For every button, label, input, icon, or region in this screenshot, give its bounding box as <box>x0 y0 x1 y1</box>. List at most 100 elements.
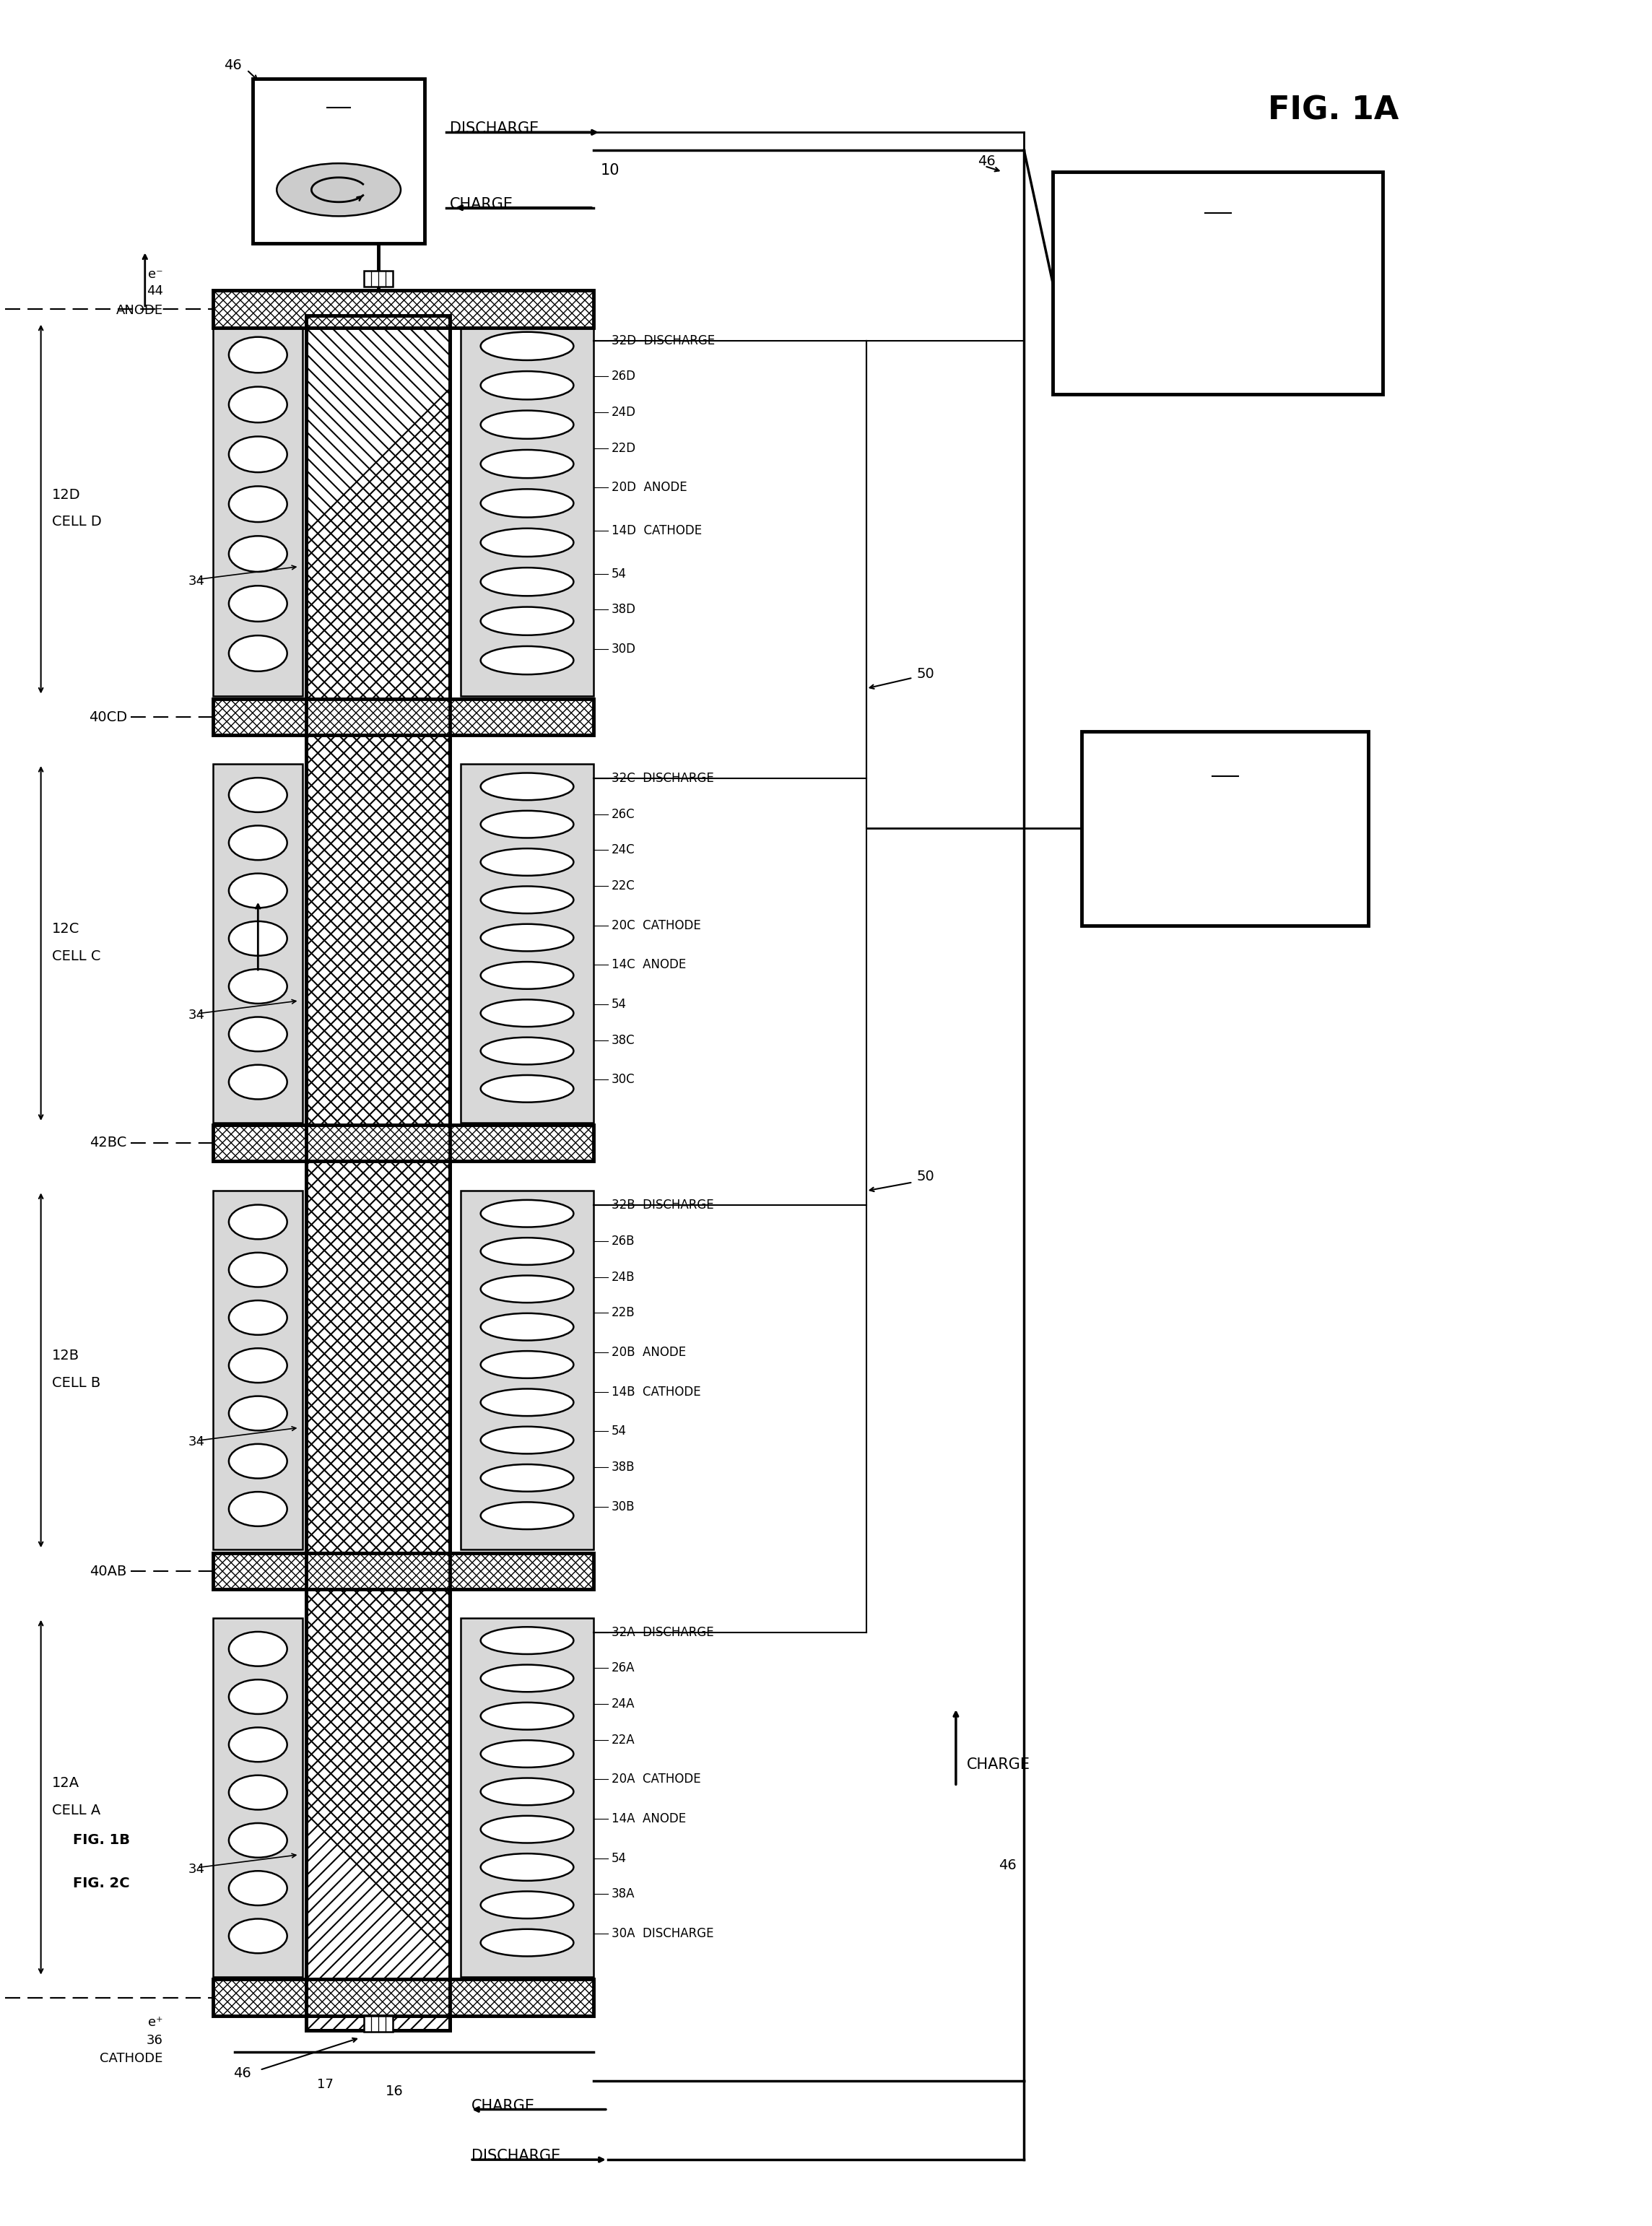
Ellipse shape <box>230 1064 287 1100</box>
Ellipse shape <box>230 585 287 621</box>
Text: 20D  ANODE: 20D ANODE <box>611 481 687 494</box>
Bar <box>363 272 393 287</box>
Text: 22B: 22B <box>611 1307 634 1320</box>
Text: 42BC: 42BC <box>89 1135 127 1149</box>
Text: 18: 18 <box>329 91 349 107</box>
Text: 24A: 24A <box>611 1698 634 1710</box>
Bar <box>1052 171 1383 394</box>
Ellipse shape <box>481 568 573 597</box>
Text: CHARGE: CHARGE <box>966 1759 1031 1772</box>
Ellipse shape <box>230 536 287 572</box>
Text: BOP: BOP <box>1204 841 1246 859</box>
Text: 24B: 24B <box>611 1271 634 1284</box>
Bar <box>306 316 449 2030</box>
Text: e⁻: e⁻ <box>149 267 164 280</box>
Ellipse shape <box>481 886 573 913</box>
Ellipse shape <box>481 1816 573 1843</box>
Text: 32B  DISCHARGE: 32B DISCHARGE <box>611 1200 714 1211</box>
Ellipse shape <box>230 336 287 372</box>
Ellipse shape <box>481 1854 573 1881</box>
Ellipse shape <box>278 162 401 216</box>
Text: 44: 44 <box>147 285 164 298</box>
Ellipse shape <box>230 1681 287 1714</box>
Text: 26C: 26C <box>611 808 634 821</box>
Text: 34: 34 <box>188 1863 205 1877</box>
Text: 14A  ANODE: 14A ANODE <box>611 1812 686 1825</box>
Bar <box>213 1979 593 2017</box>
Bar <box>461 323 593 697</box>
Text: 34: 34 <box>188 1436 205 1449</box>
Bar <box>363 2017 393 2032</box>
Text: 50: 50 <box>917 668 935 681</box>
Ellipse shape <box>481 1892 573 1919</box>
Bar <box>1082 732 1368 926</box>
Text: 17: 17 <box>317 2077 334 2090</box>
Text: DISCHARGE: DISCHARGE <box>449 122 539 136</box>
Text: CHARGE: CHARGE <box>449 196 514 211</box>
Text: 10: 10 <box>601 162 620 178</box>
Text: FIG. 2C: FIG. 2C <box>73 1877 131 1890</box>
Text: 54: 54 <box>611 997 626 1011</box>
Text: 54: 54 <box>611 1425 626 1438</box>
Bar <box>213 1618 302 1977</box>
Bar <box>253 78 425 243</box>
Ellipse shape <box>481 1665 573 1692</box>
Text: 32A  DISCHARGE: 32A DISCHARGE <box>611 1625 714 1638</box>
Ellipse shape <box>481 810 573 837</box>
Text: 32D  DISCHARGE: 32D DISCHARGE <box>611 334 715 347</box>
Text: 48: 48 <box>1208 196 1229 214</box>
Text: CATHODE: CATHODE <box>99 2052 164 2066</box>
Text: 30D: 30D <box>611 643 636 654</box>
Ellipse shape <box>230 1349 287 1382</box>
Text: 20A  CATHODE: 20A CATHODE <box>611 1772 700 1785</box>
Text: 54: 54 <box>611 568 626 581</box>
Ellipse shape <box>481 1313 573 1340</box>
Ellipse shape <box>230 634 287 672</box>
Text: 12C: 12C <box>51 922 79 935</box>
Ellipse shape <box>481 1703 573 1730</box>
Ellipse shape <box>481 1275 573 1302</box>
Text: 20C  CATHODE: 20C CATHODE <box>611 919 700 933</box>
Bar <box>306 316 449 2030</box>
Text: e⁺: e⁺ <box>149 2017 164 2030</box>
Text: ANODE: ANODE <box>116 303 164 316</box>
Ellipse shape <box>230 1445 287 1478</box>
Text: 24C: 24C <box>611 844 634 857</box>
Ellipse shape <box>230 387 287 423</box>
Text: 14C  ANODE: 14C ANODE <box>611 959 686 971</box>
Text: 34: 34 <box>188 1008 205 1022</box>
Bar <box>306 316 449 2030</box>
Ellipse shape <box>481 410 573 439</box>
Ellipse shape <box>230 1727 287 1761</box>
Text: 32C  DISCHARGE: 32C DISCHARGE <box>611 772 714 786</box>
Text: 14D  CATHODE: 14D CATHODE <box>611 523 702 536</box>
Text: 36: 36 <box>147 2035 164 2048</box>
Text: CELL C: CELL C <box>51 948 101 964</box>
Ellipse shape <box>481 1075 573 1102</box>
Bar <box>213 1979 593 2017</box>
Ellipse shape <box>481 1389 573 1416</box>
Ellipse shape <box>230 968 287 1004</box>
Text: 46: 46 <box>225 58 241 73</box>
Text: 38B: 38B <box>611 1460 634 1474</box>
Text: ELECTROLYTE: ELECTROLYTE <box>1160 806 1290 824</box>
Ellipse shape <box>481 962 573 988</box>
Bar <box>213 1191 302 1549</box>
Ellipse shape <box>481 332 573 361</box>
Ellipse shape <box>230 1632 287 1667</box>
Text: 16: 16 <box>385 2084 403 2099</box>
Text: 38A: 38A <box>611 1888 634 1901</box>
Text: 30C: 30C <box>611 1073 634 1086</box>
Ellipse shape <box>230 485 287 523</box>
Text: 46: 46 <box>233 2066 251 2081</box>
Bar <box>213 1554 593 1589</box>
Ellipse shape <box>230 1300 287 1336</box>
Text: 54: 54 <box>611 1852 626 1865</box>
Ellipse shape <box>481 646 573 674</box>
Text: CHARGE: CHARGE <box>471 2099 535 2112</box>
Text: 34: 34 <box>188 574 205 588</box>
Text: 38D: 38D <box>611 603 636 617</box>
Bar <box>213 699 593 735</box>
Bar <box>213 764 302 1122</box>
Text: 22C: 22C <box>611 879 634 893</box>
